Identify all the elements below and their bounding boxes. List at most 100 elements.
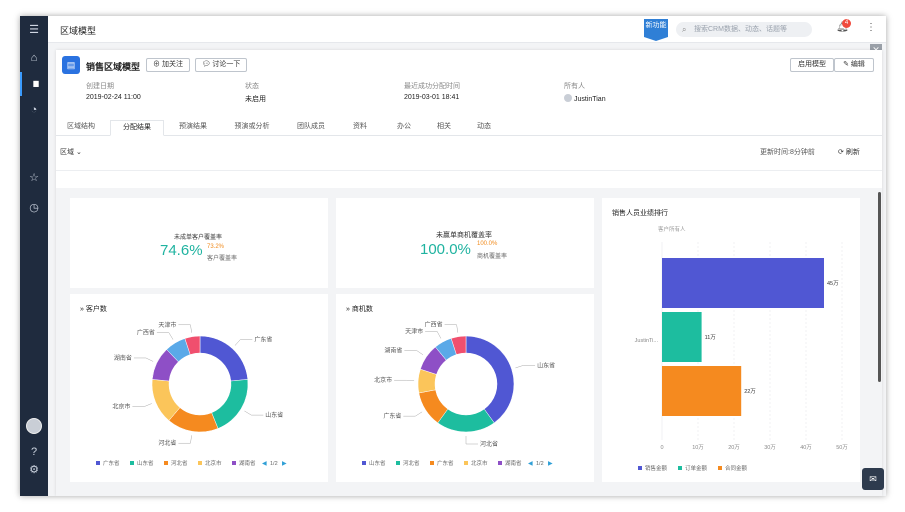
bar-value-label: 11万: [705, 334, 717, 341]
tab-related[interactable]: 相关: [437, 123, 451, 130]
meta-label-status: 状态: [245, 83, 259, 90]
menu-icon[interactable]: ☰: [29, 24, 39, 36]
discuss-label: 讨论一下: [212, 61, 241, 68]
donut-label-line: [244, 410, 264, 416]
legend-pager: 1/2: [270, 461, 278, 467]
settings-icon[interactable]: ⚙: [29, 464, 39, 476]
region-dropdown[interactable]: 区域 ⌄: [60, 147, 82, 157]
chevron-down-icon: ⌄: [75, 149, 82, 156]
legend-item: 订单金额: [685, 464, 708, 472]
notification-count: 4: [842, 19, 851, 28]
update-time: 更新时间:8分钟前: [760, 149, 815, 156]
donut-slice-label: 山东省: [537, 361, 555, 369]
donut-label-line: [444, 324, 459, 333]
tab-bar: 区域结构 分配结果 预演结果 预演或分析 团队成员 资料 办公 相关 动态: [56, 120, 882, 136]
legend-swatch: [396, 461, 400, 465]
discuss-button[interactable]: 💬︎ 讨论一下: [195, 58, 247, 72]
sales-ranking-card: 销售人员业绩排行 客户所有人 0 10万 20万 30万 40万 50万 JustinTi..…: [602, 198, 860, 482]
edit-button[interactable]: ✎ 编辑: [834, 58, 874, 72]
legend-item: 销售金额: [645, 464, 668, 472]
donut-slice-label: 湖南省: [114, 354, 132, 362]
card-title: » 客户数: [80, 306, 107, 313]
tab-preview-analysis[interactable]: 预演或分析: [234, 123, 270, 130]
home-icon[interactable]: ⌂: [30, 52, 38, 64]
legend-swatch: [638, 466, 642, 470]
donut-slice: [211, 379, 249, 429]
x-tick-label: 50万: [836, 444, 848, 451]
chart-icon[interactable]: ▮▮: [20, 72, 48, 96]
kpi-sub-value: 100.0%: [477, 241, 498, 247]
tab-activity[interactable]: 动态: [477, 123, 491, 130]
legend-swatch: [464, 461, 468, 465]
donut-label-line: [404, 350, 424, 355]
help-icon[interactable]: ?: [30, 446, 38, 458]
legend-swatch: [96, 461, 100, 465]
donut-slice-label: 河北省: [158, 439, 176, 447]
legend-item: 湖南省: [239, 459, 256, 467]
customer-chart-title: 客户数: [85, 306, 107, 313]
donut-label-line: [133, 357, 154, 362]
customer-count-card: » 客户数 广东省 山东省 河北省 北京市 湖南省 广西省 天津市 广东省 山东省 河北省 北京市湖…: [70, 294, 328, 482]
star-icon[interactable]: ☆: [29, 172, 39, 184]
card-title: » 商机数: [346, 306, 373, 313]
refresh-button[interactable]: ⟳ 刷新: [838, 147, 860, 157]
tab-assign-result[interactable]: 分配结果: [110, 120, 164, 136]
donut-slice: [184, 335, 201, 355]
x-tick-label: 40万: [800, 444, 812, 451]
legend-item: 河北省: [171, 459, 188, 467]
donut-slice-label: 天津市: [158, 321, 176, 329]
x-tick-label: 10万: [692, 444, 704, 451]
ranking-title: 销售人员业绩排行: [612, 210, 668, 217]
scrollbar[interactable]: [878, 192, 881, 382]
donut-slice: [465, 335, 515, 424]
bar: [662, 366, 742, 416]
new-feature-badge[interactable]: 新功能: [644, 19, 668, 41]
tab-office[interactable]: 办公: [397, 123, 411, 130]
legend-item: 湖南省: [505, 459, 522, 467]
kpi-card-opportunity: 未赢单商机覆盖率 100.0% 100.0% 商机覆盖率: [336, 198, 594, 288]
meta-value-status: 未启用: [245, 96, 266, 103]
donut-slice-label: 广东省: [254, 336, 272, 344]
record-title: 销售区域模型: [86, 62, 141, 72]
search-input[interactable]: ⌕ 搜索CRM数据、动态、话题等: [676, 22, 812, 37]
legend-swatch: [718, 466, 722, 470]
history-icon[interactable]: ◷: [29, 202, 39, 214]
bell-icon[interactable]: 🔔︎ 4: [836, 19, 851, 33]
enable-model-button[interactable]: 启用模型: [790, 58, 834, 72]
tab-team[interactable]: 团队成员: [297, 123, 325, 130]
tab-structure[interactable]: 区域结构: [67, 123, 95, 130]
donut-slice-label: 广西省: [137, 329, 155, 337]
donut-slice-label: 广东省: [383, 412, 401, 420]
tab-materials[interactable]: 资料: [353, 123, 367, 130]
chat-icon[interactable]: ✉: [862, 468, 884, 490]
meta-value-owner[interactable]: JustinTian: [564, 94, 606, 103]
pie-icon[interactable]: ◔: [30, 104, 38, 116]
owner-avatar-icon: [564, 94, 572, 102]
donut-slice: [450, 335, 467, 355]
bar: [662, 312, 702, 362]
donut-label-line: [178, 435, 192, 444]
legend-swatch: [232, 461, 236, 465]
kpi-sub-label: 客户覆盖率: [207, 256, 238, 262]
legend-item: 河北省: [403, 459, 420, 467]
bar-value-label: 22万: [744, 388, 756, 395]
owner-name: JustinTian: [573, 96, 606, 103]
donut-label-line: [425, 331, 442, 339]
legend-swatch: [198, 461, 202, 465]
follow-button[interactable]: ⊕ 加关注: [146, 58, 190, 72]
avatar[interactable]: [26, 418, 42, 434]
y-category-label: JustinTi...: [635, 338, 659, 344]
donut-label-line: [403, 411, 423, 417]
legend-swatch: [678, 466, 682, 470]
donut-label-line: [178, 324, 192, 333]
legend-prev-icon: ◀: [528, 461, 533, 467]
divider: [56, 170, 882, 171]
legend-item: 广东省: [103, 459, 120, 467]
app-window: ☰ ⌂ ▮▮ ◔ ☆ ◷ ? ⚙ 区域模型 新功能 ⌕ 搜索CRM数据、动态、话…: [20, 16, 886, 496]
more-icon[interactable]: ⋮: [866, 22, 876, 33]
meta-value-created: 2019-02-24 11:00: [86, 94, 141, 101]
tab-preview-result[interactable]: 预演结果: [179, 123, 207, 130]
donut-label-line: [156, 332, 174, 340]
